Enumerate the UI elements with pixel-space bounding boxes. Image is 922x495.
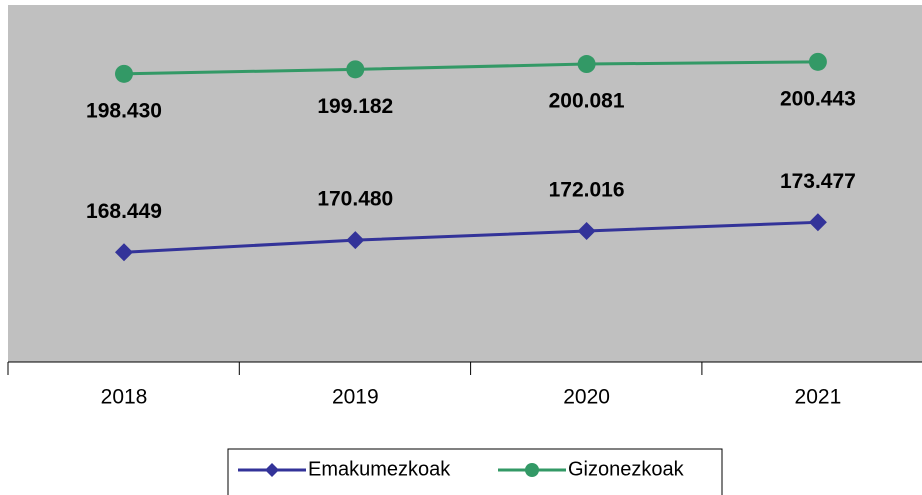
- value-label: 172.016: [549, 179, 625, 202]
- x-tick-label: 2019: [332, 386, 379, 409]
- point: [808, 52, 827, 71]
- value-label: 173.477: [780, 170, 856, 193]
- series-line: [123, 60, 818, 76]
- legend-label: Gizonezkoak: [568, 458, 685, 480]
- point: [115, 64, 133, 83]
- legend-label: Emakumezkoak: [308, 458, 451, 480]
- value-label: 200.081: [549, 90, 625, 113]
- point: [346, 60, 365, 79]
- point: [808, 213, 827, 232]
- point: [115, 243, 133, 262]
- x-tick-label: 2021: [795, 386, 842, 409]
- legend: [227, 448, 723, 495]
- series-line: [123, 220, 818, 254]
- value-label: 170.480: [317, 188, 393, 211]
- legend-marker: [265, 463, 279, 477]
- point: [577, 222, 596, 241]
- plot-area: [8, 5, 922, 362]
- point: [346, 231, 365, 250]
- value-label: 200.443: [780, 87, 856, 110]
- value-label: 168.449: [86, 200, 162, 223]
- x-tick-label: 2018: [101, 386, 148, 409]
- legend-marker: [525, 463, 539, 477]
- point: [577, 55, 596, 74]
- x-tick-label: 2020: [563, 386, 610, 409]
- value-label: 198.430: [86, 99, 162, 122]
- value-label: 199.182: [317, 95, 393, 118]
